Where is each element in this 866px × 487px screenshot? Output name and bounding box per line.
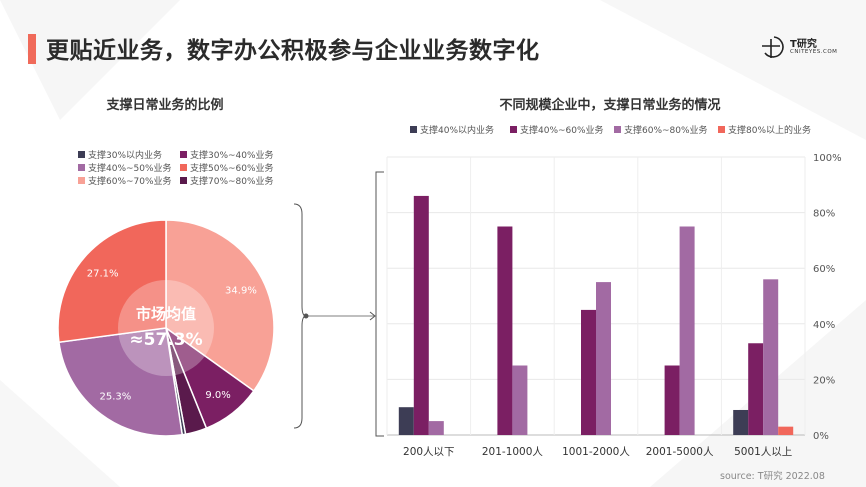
bar [664,365,680,435]
pie-slice-label: 25.3% [100,391,132,402]
x-tick-label: 201-1000人 [482,446,544,458]
page-title: 更贴近业务，数字办公积极参与企业业务数字化 [46,38,540,64]
connector-arrow [303,311,376,321]
pie-legend-item: 支撑50%~60%业务 [180,163,274,175]
bar-legend-item: 支撑40%以内业务 [410,125,494,137]
x-tick-label: 1001-2000人 [562,446,630,458]
pie-chart: 市场均值 ≈57.3% 34.9% 9.0% 25.3% 27.1% [57,219,275,437]
pie-center-overlay [118,280,214,376]
bar [679,226,695,435]
pie-slice [57,219,167,344]
bar [512,365,528,435]
pie-legend-item: 支撑60%~70%业务 [78,176,172,188]
y-tick-label: 100% [813,153,842,164]
pie-slice [58,327,184,437]
pie-slice-label: 9.0% [205,390,230,401]
bar [733,409,749,435]
y-tick-label: 20% [813,375,835,386]
bar-legend-item: 支撑60%~80%业务 [614,125,708,137]
source-note: source: T研究 2022.08 [720,471,825,482]
legend-swatch [410,126,417,133]
legend-swatch [510,126,517,133]
y-tick-label: 40% [813,320,835,331]
pie-legend-item: 支撑30%~40%业务 [180,150,274,162]
brand-logo-icon [762,36,784,58]
pie-slice-label: 34.9% [225,286,257,297]
y-tick-label: 80% [813,209,835,220]
x-tick-label: 5001人以上 [734,446,792,458]
bar-chart: 200人以下 201-1000人 1001-2000人 2001-5000人 5001人… [386,153,842,458]
legend-swatch [614,126,621,133]
bar [428,421,444,435]
y-tick-label: 60% [813,264,835,275]
legend-swatch [180,164,187,171]
bar [763,279,779,435]
legend-swatch [78,151,85,158]
x-tick-label: 200人以下 [403,446,455,458]
title-accent-bar [28,34,36,64]
bar-legend-item: 支撑80%以上的业务 [718,125,811,137]
pie-center-value: ≈57.3% [129,330,202,350]
bar [413,195,429,435]
x-tick-label: 2001-5000人 [646,446,714,458]
right-bracket [375,171,384,437]
y-tick-label: 0% [813,431,829,442]
pie-legend-item: 支撑70%~80%业务 [180,176,274,188]
pie-chart-title: 支撑日常业务的比例 [106,98,224,113]
legend-swatch [718,126,725,133]
brand-site: CNITEYES.COM [790,49,838,55]
legend-swatch [180,177,187,184]
bar-legend: 支撑40%以内业务 支撑40%~60%业务 支撑60%~80%业务 支撑80%以… [410,125,830,139]
brand-logo: T研究 CNITEYES.COM [760,32,850,64]
bar [398,407,414,435]
pie-center-label: 市场均值 [136,305,196,323]
pie-legend-item: 支撑30%以内业务 [78,150,162,162]
pie-legend-item: 支撑40%~50%业务 [78,163,172,175]
pie-slice-label: 27.1% [87,268,119,279]
bar-chart-title: 不同规模企业中，支撑日常业务的情况 [499,98,721,113]
bar [778,426,794,435]
legend-swatch [78,164,85,171]
pie-slice [165,219,275,392]
bar [748,343,764,435]
bar [497,226,513,435]
bar [596,282,611,435]
bar-legend-item: 支撑40%~60%业务 [510,125,604,137]
brand-name: T研究 [790,39,817,50]
bar [581,309,596,435]
legend-swatch [180,151,187,158]
legend-swatch [78,177,85,184]
